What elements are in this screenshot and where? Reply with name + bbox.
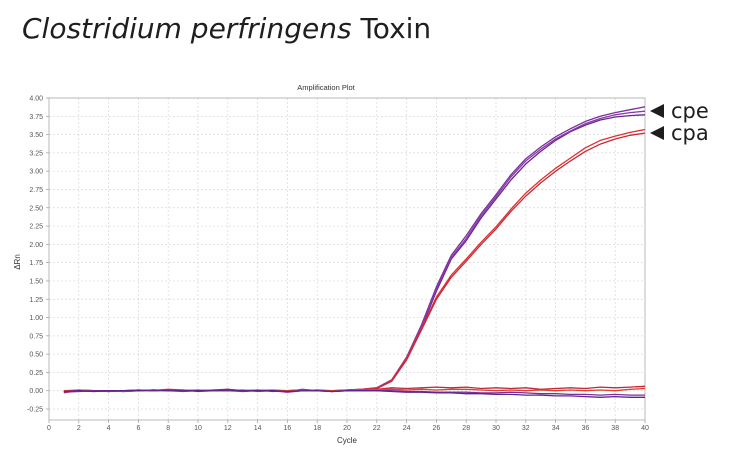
y-tick-label: 2.25 xyxy=(29,224,43,231)
y-tick-label: 2.00 xyxy=(29,242,43,249)
x-tick-label: 4 xyxy=(107,425,111,432)
y-tick-label: 3.50 xyxy=(29,132,43,139)
x-tick-label: 16 xyxy=(284,425,292,432)
x-tick-label: 22 xyxy=(373,425,381,432)
x-tick-label: 38 xyxy=(611,425,619,432)
x-tick-label: 2 xyxy=(77,425,81,432)
arrow-left-icon xyxy=(650,104,664,118)
x-tick-label: 34 xyxy=(552,425,560,432)
y-tick-label: 2.50 xyxy=(29,205,43,212)
y-tick-label: 0.75 xyxy=(29,333,43,340)
heading-toxin: Toxin xyxy=(360,12,432,45)
series-lines xyxy=(63,106,646,398)
y-axis-label: ΔRn xyxy=(13,254,22,270)
x-tick-label: 10 xyxy=(194,425,202,432)
y-tick-label: 0.50 xyxy=(29,352,43,359)
annotation-cpe: cpe xyxy=(671,99,709,123)
y-tick-label: 0.00 xyxy=(29,388,43,395)
y-tick-label: 1.25 xyxy=(29,297,43,304)
y-tick-label: 4.00 xyxy=(29,96,43,103)
x-tick-label: 24 xyxy=(403,425,411,432)
page-heading: Clostridium perfringens Toxin xyxy=(22,12,431,45)
chart-title: Amplification Plot xyxy=(297,83,355,92)
y-tick-label: 3.75 xyxy=(29,114,43,121)
y-tick-label: 3.00 xyxy=(29,169,43,176)
cpe-curve xyxy=(63,114,646,393)
x-tick-label: 6 xyxy=(136,425,140,432)
x-tick-label: 32 xyxy=(522,425,530,432)
x-tick-label: 0 xyxy=(47,425,51,432)
axes: 0 2 4 6 8 10 12 14 16 18 20 22 24 26 28 30 32 34 36 38 404.0… xyxy=(27,96,649,433)
y-tick-label: 0.25 xyxy=(29,370,43,377)
x-tick-label: 36 xyxy=(582,425,590,432)
cpe-curve xyxy=(63,106,646,393)
y-tick-label: 1.50 xyxy=(29,278,43,285)
x-tick-label: 28 xyxy=(462,425,470,432)
grid xyxy=(49,97,645,420)
y-tick-label: 3.25 xyxy=(29,150,43,157)
x-axis-label: Cycle xyxy=(337,436,358,445)
heading-species: Clostridium perfringens xyxy=(22,12,352,45)
cpe-curve xyxy=(63,110,646,393)
x-tick-label: 26 xyxy=(433,425,441,432)
x-tick-label: 20 xyxy=(343,425,351,432)
cpa-curve xyxy=(63,132,646,393)
x-tick-label: 8 xyxy=(166,425,170,432)
y-tick-label: 1.00 xyxy=(29,315,43,322)
negative-curve xyxy=(63,389,645,398)
plot-frame xyxy=(48,97,646,421)
annotation-cpa: cpa xyxy=(671,121,709,145)
x-tick-label: 12 xyxy=(224,425,232,432)
x-tick-label: 30 xyxy=(492,425,500,432)
arrow-left-icon xyxy=(650,126,664,140)
x-tick-label: 14 xyxy=(254,425,262,432)
y-tick-label: -0.25 xyxy=(27,407,43,414)
x-tick-label: 40 xyxy=(641,425,649,432)
x-tick-label: 18 xyxy=(313,425,321,432)
y-tick-label: 1.75 xyxy=(29,260,43,267)
y-tick-label: 2.75 xyxy=(29,187,43,194)
